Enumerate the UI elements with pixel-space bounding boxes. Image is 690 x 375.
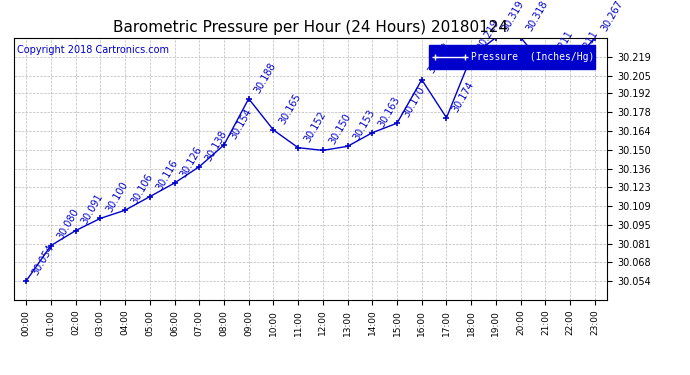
Text: 30.211: 30.211 [574, 29, 600, 63]
Text: 30.267: 30.267 [599, 0, 624, 33]
Bar [429, 45, 595, 69]
Text: Copyright 2018 Cartronics.com: Copyright 2018 Cartronics.com [17, 45, 169, 56]
Text: 30.126: 30.126 [179, 145, 204, 179]
Text: 30.174: 30.174 [451, 80, 476, 114]
Text: 30.091: 30.091 [80, 192, 106, 226]
Text: Pressure  (Inches/Hg): Pressure (Inches/Hg) [471, 52, 594, 62]
Text: 30.153: 30.153 [352, 108, 377, 142]
Text: 30.170: 30.170 [401, 85, 426, 119]
Text: 30.163: 30.163 [377, 94, 402, 129]
Text: 30.165: 30.165 [277, 92, 303, 126]
Text: 30.100: 30.100 [104, 180, 130, 214]
Text: 30.154: 30.154 [228, 106, 254, 141]
Text: 30.188: 30.188 [253, 60, 278, 94]
Text: 30.152: 30.152 [302, 109, 328, 144]
Title: Barometric Pressure per Hour (24 Hours) 20180124: Barometric Pressure per Hour (24 Hours) … [113, 20, 508, 35]
Text: 30.080: 30.080 [55, 207, 81, 242]
Text: 30.219: 30.219 [475, 18, 501, 53]
Text: 30.318: 30.318 [525, 0, 551, 33]
Text: 30.150: 30.150 [327, 112, 353, 146]
Text: 30.202: 30.202 [426, 41, 451, 75]
Text: 30.054: 30.054 [30, 243, 56, 277]
Text: 30.138: 30.138 [204, 128, 229, 162]
Text: 30.116: 30.116 [154, 158, 179, 192]
Text: 30.106: 30.106 [129, 172, 155, 206]
Text: 30.319: 30.319 [500, 0, 526, 33]
Text: 30.211: 30.211 [549, 29, 575, 63]
